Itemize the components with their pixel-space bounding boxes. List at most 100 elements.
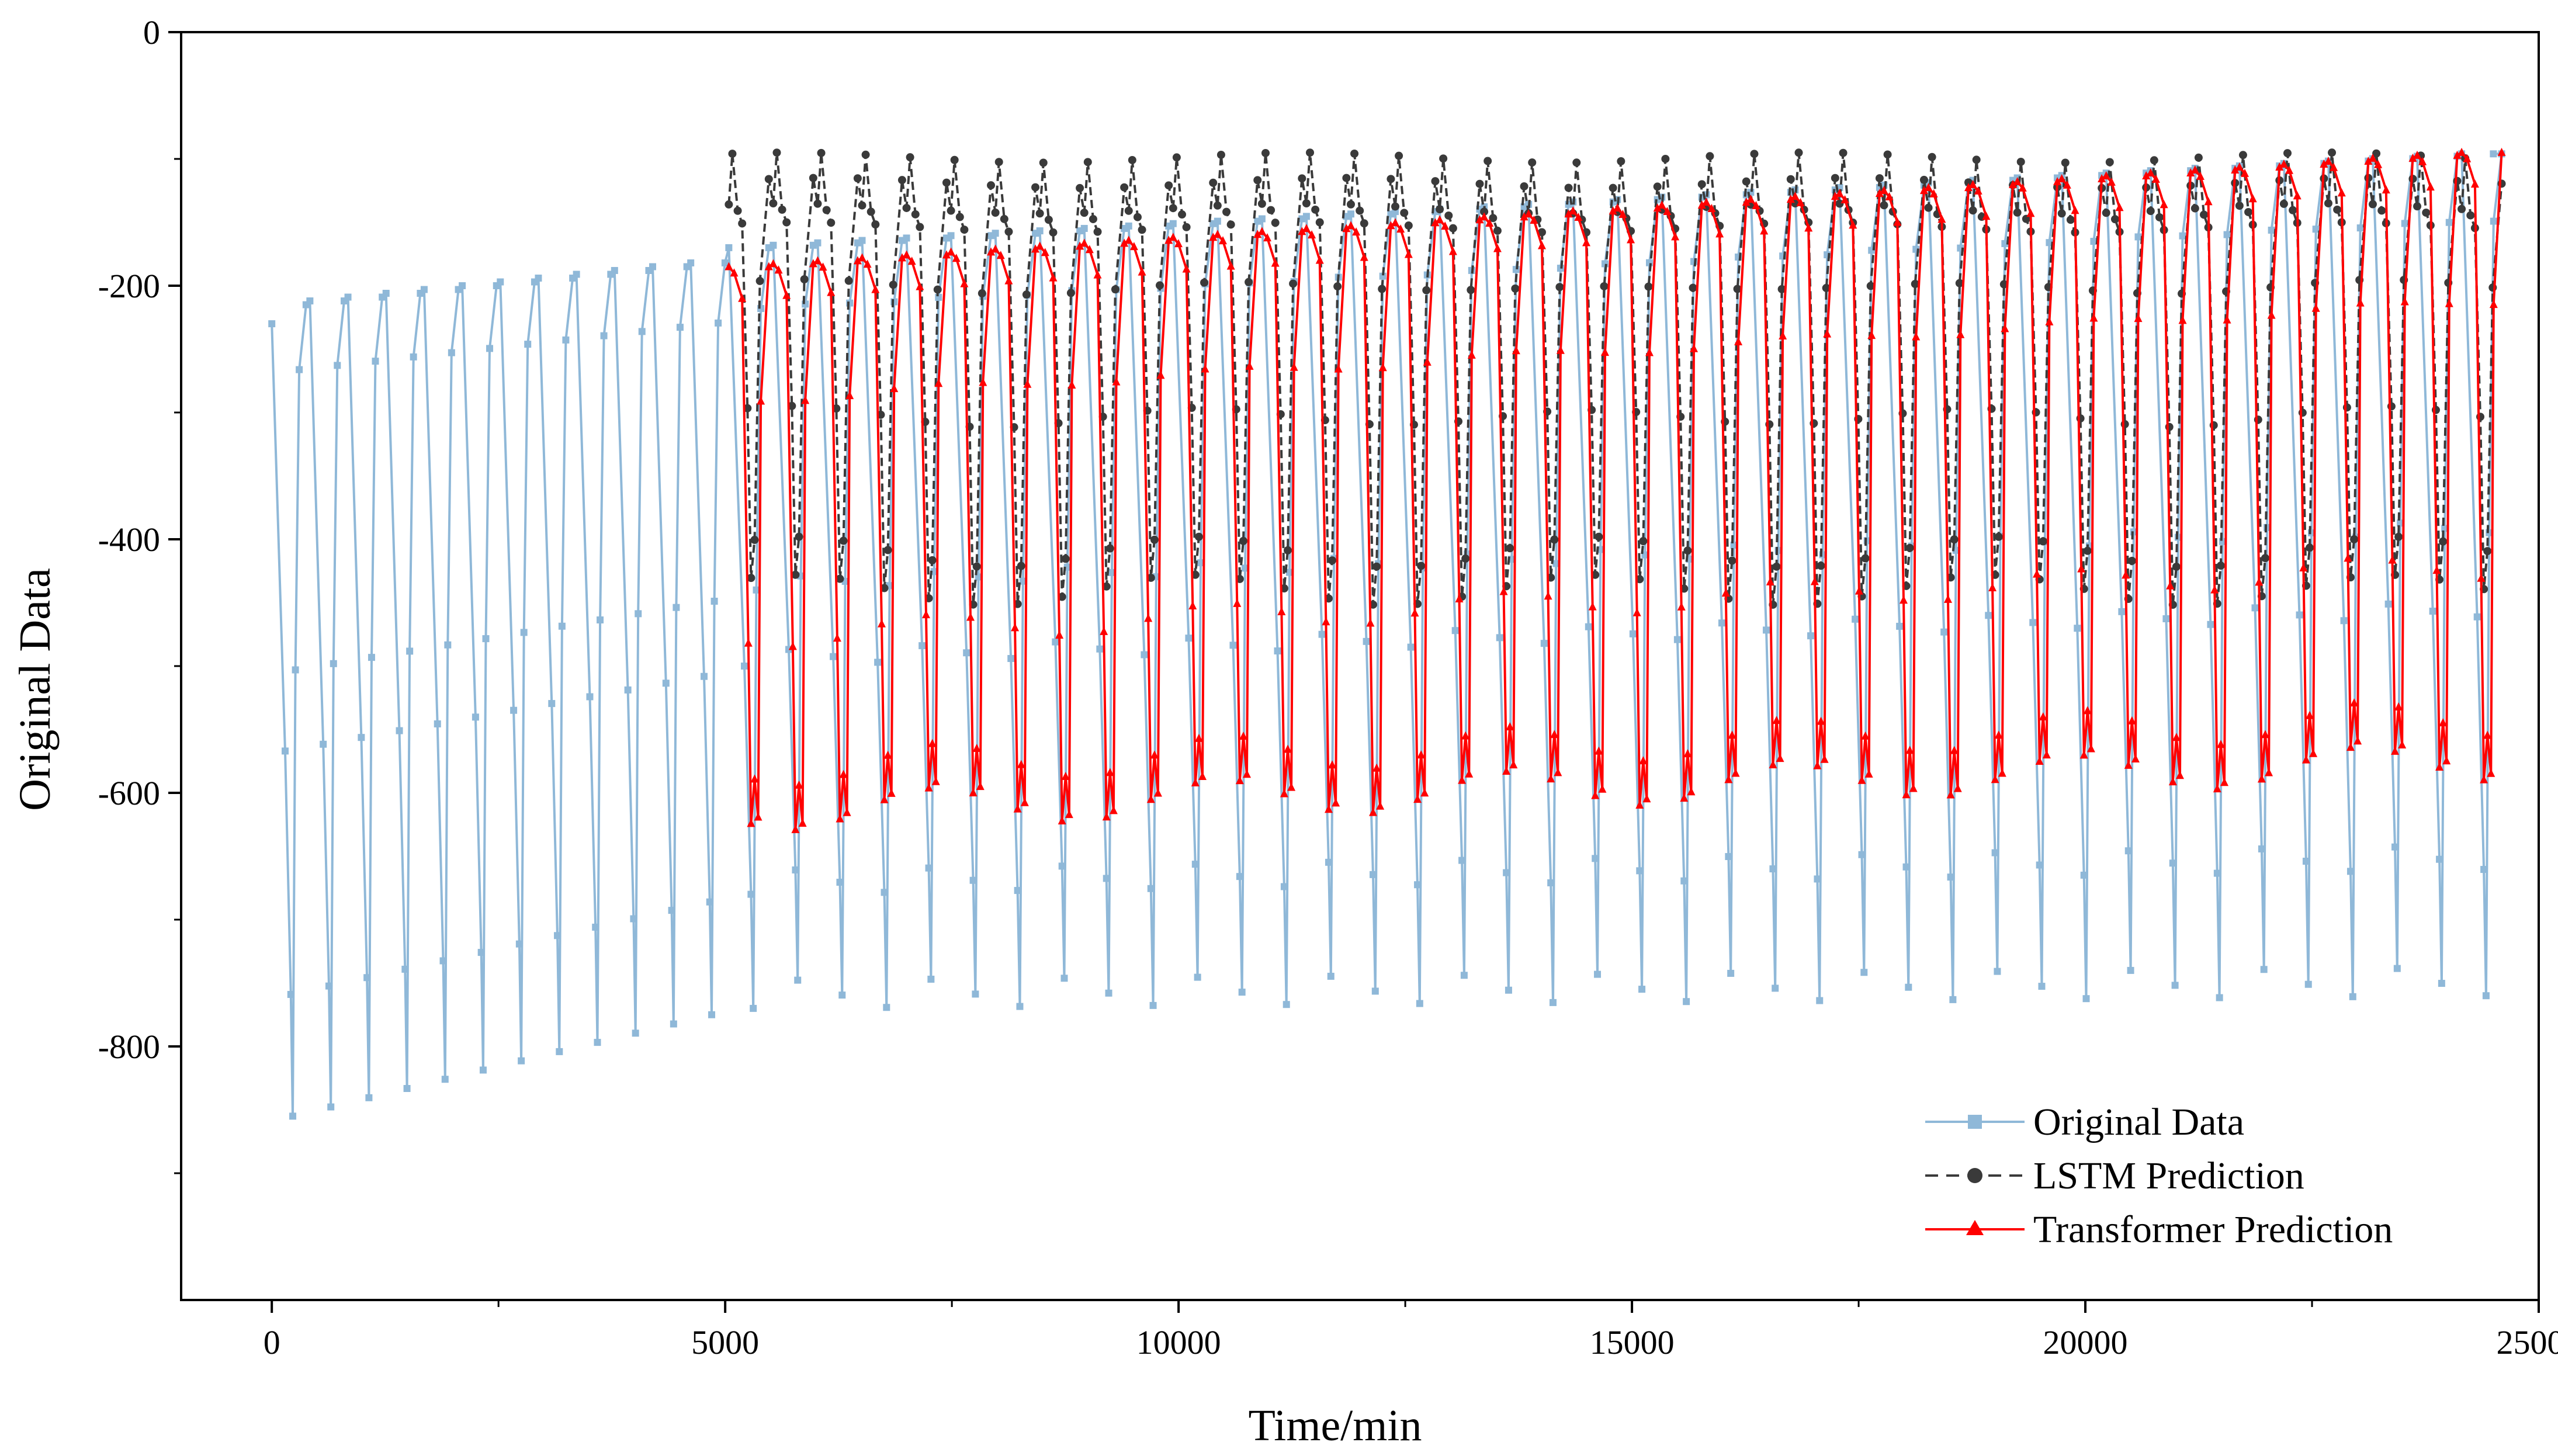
lstm-prediction-marker [1550,535,1559,544]
transformer-prediction-marker [1493,244,1502,252]
transformer-prediction-marker [1909,784,1918,792]
transformer-prediction-marker [2160,200,2168,209]
transformer-prediction-marker [1093,270,1102,279]
lstm-prediction-marker [1283,546,1292,554]
lstm-prediction-marker [1511,284,1520,293]
original-data-marker [2445,219,2453,226]
original-data-marker [2223,231,2231,238]
original-data-marker [638,328,646,335]
lstm-prediction-marker [2083,546,2092,555]
original-data-marker [592,923,599,931]
transformer-prediction-marker [2346,743,2355,751]
original-data-marker [518,1057,525,1065]
lstm-prediction-marker [2057,209,2066,218]
original-data-marker [2213,869,2221,877]
original-data-marker [706,898,713,906]
transformer-prediction-marker [1058,816,1066,824]
lstm-prediction-marker [994,158,1003,167]
transformer-prediction-marker [1283,744,1292,753]
original-data-marker [632,1029,639,1037]
transformer-prediction-marker [2102,171,2110,180]
original-data-marker [382,290,390,297]
original-data-marker [676,324,684,331]
original-data-marker [903,234,910,242]
lstm-prediction-marker [861,150,870,159]
lstm-prediction-marker [1489,214,1498,223]
lstm-prediction-marker [911,210,920,219]
original-data-marker [486,345,494,352]
transformer-prediction-marker [2398,740,2407,749]
transformer-prediction-marker [1944,594,1953,603]
lstm-prediction-marker [1572,158,1581,167]
transformer-prediction-marker [2083,706,2092,715]
transformer-prediction-marker [1404,249,1413,258]
transformer-prediction-marker [1595,746,1603,755]
transformer-prediction-marker [1013,804,1022,813]
original-data-marker [556,1048,563,1055]
transformer-prediction-marker [1109,806,1118,814]
lstm-prediction-marker [987,181,996,190]
transformer-prediction-marker [960,279,969,287]
lstm-prediction-marker [1105,544,1114,553]
original-data-marker [510,706,518,714]
original-data-marker [1636,867,1644,875]
transformer-prediction-marker [2240,168,2249,177]
original-data-marker [1241,564,1249,572]
lstm-prediction-marker [1000,214,1008,223]
transformer-prediction-marker [2330,162,2338,171]
transformer-prediction-marker [1085,245,1094,254]
original-data-marker [1852,615,1859,623]
original-data-marker [2356,224,2364,232]
transformer-prediction-marker [2413,150,2422,159]
transformer-prediction-marker [2071,206,2079,214]
lstm-prediction-marker [960,226,969,234]
lstm-prediction-marker [2394,532,2403,541]
lstm-prediction-marker [1289,279,1298,288]
lstm-prediction-marker [1044,216,1053,224]
original-data-marker [1638,986,1646,993]
original-data-marker [1141,651,1148,658]
lstm-prediction-marker [2377,206,2386,215]
transformer-prediction-marker [1779,331,1787,339]
lstm-prediction-marker [2172,562,2181,571]
transformer-prediction-marker [2257,774,2266,783]
original-data-marker [2171,982,2179,989]
original-data-marker [1125,222,1132,230]
original-data-marker [372,358,379,365]
original-data-marker [725,244,733,251]
original-data-marker [715,319,722,327]
original-data-marker [1594,970,1602,978]
transformer-prediction-marker [2216,740,2225,748]
transformer-prediction-marker [2374,160,2383,168]
transformer-prediction-marker [1213,230,1222,238]
lstm-prediction-marker [1089,214,1097,223]
original-data-marker [2118,608,2126,615]
transformer-prediction-marker [725,262,733,271]
transformer-prediction-marker [1302,224,1311,233]
original-data-marker [1103,875,1110,882]
transformer-prediction-marker [1226,261,1235,270]
original-data-marker [2302,857,2310,865]
transformer-prediction-marker [1512,346,1520,355]
lstm-prediction-marker [1058,592,1066,601]
transformer-prediction-marker [1772,716,1781,724]
lstm-prediction-marker [897,176,906,185]
lstm-prediction-marker [2279,199,2288,208]
transformer-prediction-marker [2265,768,2273,776]
transformer-prediction-marker [757,396,765,405]
transformer-prediction-marker [1544,591,1552,600]
y-tick-label: -800 [98,1028,160,1066]
transformer-prediction-marker [1277,607,1286,616]
lstm-prediction-marker [1306,148,1315,157]
transformer-prediction-marker [1953,784,1962,792]
lstm-prediction-marker [1883,150,1892,159]
transformer-prediction-marker [2356,298,2365,307]
transformer-prediction-marker [1899,595,1908,604]
lstm-prediction-marker [1328,556,1337,565]
original-data-marker [1629,630,1637,637]
lstm-prediction-marker [1431,177,1440,186]
lstm-prediction-marker [2422,208,2431,217]
original-data-marker [1274,647,1281,655]
transformer-prediction-marker [1683,749,1692,758]
